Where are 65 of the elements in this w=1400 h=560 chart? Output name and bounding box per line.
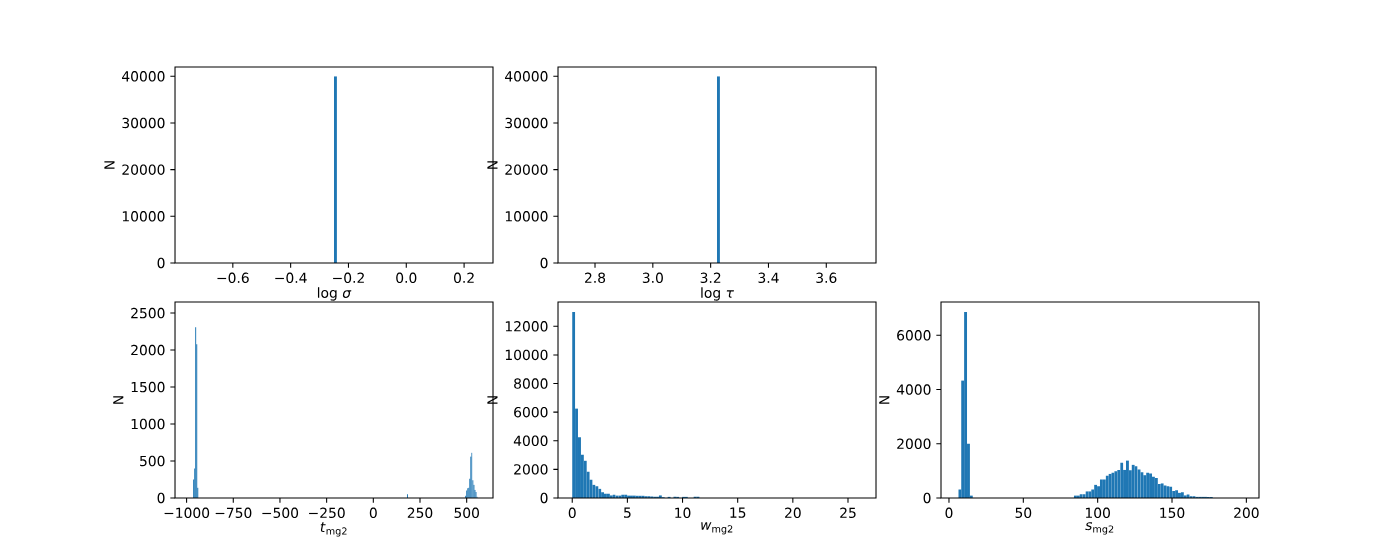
y-tick-label: 10000 (122, 211, 165, 222)
x-tick-label: 0 (945, 507, 953, 519)
x-tick-label: 50 (1015, 507, 1032, 519)
y-tick-label: 10000 (505, 349, 548, 361)
y-tick-label: 1000 (131, 418, 165, 430)
y-tick-label: 500 (140, 455, 165, 467)
y-tick-label: 0 (157, 492, 165, 504)
x-tick-label: 25 (840, 507, 856, 519)
y-tick-label: 6000 (514, 406, 548, 418)
x-axis-title: log τ (701, 287, 734, 301)
y-tick-label: 20000 (505, 164, 548, 175)
x-tick-label: −250 (309, 507, 345, 519)
y-tick-label: 0 (540, 257, 548, 269)
x-tick-label: 3.6 (816, 272, 837, 284)
x-tick-label: 0 (369, 507, 377, 519)
y-tick-label: 20000 (122, 164, 165, 175)
x-tick-label: −0.2 (333, 272, 364, 284)
x-tick-label: 100 (1085, 507, 1110, 519)
x-tick-label: 3.4 (758, 272, 779, 284)
x-tick-label: 15 (730, 507, 746, 518)
y-tick-label: 0 (540, 492, 548, 504)
y-tick-label: 30000 (122, 117, 165, 129)
x-tick-label: −0.4 (275, 272, 307, 284)
y-axis-title: N (879, 396, 890, 404)
y-axis-title: N (104, 161, 115, 169)
y-tick-label: 12000 (505, 321, 548, 332)
x-axis-title: w$_{mg2}$ (701, 522, 733, 535)
x-axis-title: log σ (317, 287, 352, 301)
x-tick-label: 3.2 (700, 272, 721, 284)
x-tick-label: 10 (675, 507, 691, 519)
x-tick-label: −500 (262, 507, 299, 519)
y-axis-title: N (113, 396, 124, 404)
y-axis-title: N (487, 161, 498, 169)
y-tick-label: 6000 (897, 330, 931, 341)
y-tick-label: 40000 (122, 71, 165, 82)
x-axis-title: s$_{mg2}$ (1085, 522, 1114, 535)
x-tick-label: 5 (624, 507, 631, 518)
y-tick-label: 4000 (513, 435, 548, 446)
x-tick-label: 0.0 (396, 272, 417, 284)
y-tick-label: 2000 (514, 464, 548, 475)
y-tick-label: 4000 (896, 384, 931, 395)
x-tick-label: −750 (215, 507, 252, 519)
x-tick-label: 3.0 (642, 272, 663, 284)
x-axis-title: t$_{mg2}$ (320, 522, 347, 537)
y-tick-label: 2500 (131, 307, 165, 319)
y-tick-label: 8000 (514, 378, 548, 389)
x-tick-label: 500 (454, 507, 479, 519)
y-tick-label: 0 (923, 492, 931, 504)
y-tick-label: 0 (157, 257, 165, 269)
y-tick-label: 1500 (131, 381, 165, 393)
y-tick-label: 40000 (505, 71, 548, 82)
y-tick-label: 2000 (131, 344, 165, 356)
x-tick-label: −1000 (164, 507, 210, 519)
x-tick-label: 150 (1160, 507, 1185, 519)
x-tick-label: −0.6 (217, 272, 249, 284)
x-tick-label: 20 (785, 507, 801, 519)
y-tick-label: 10000 (505, 211, 548, 222)
y-tick-label: 2000 (897, 438, 931, 449)
y-tick-label: 30000 (505, 117, 548, 129)
x-tick-label: 200 (1234, 507, 1259, 519)
x-tick-label: 0.2 (453, 272, 474, 284)
y-axis-title: N (487, 396, 498, 404)
x-tick-label: 2.8 (585, 272, 606, 284)
x-tick-label: 0 (568, 507, 576, 519)
x-tick-label: 250 (407, 507, 433, 519)
